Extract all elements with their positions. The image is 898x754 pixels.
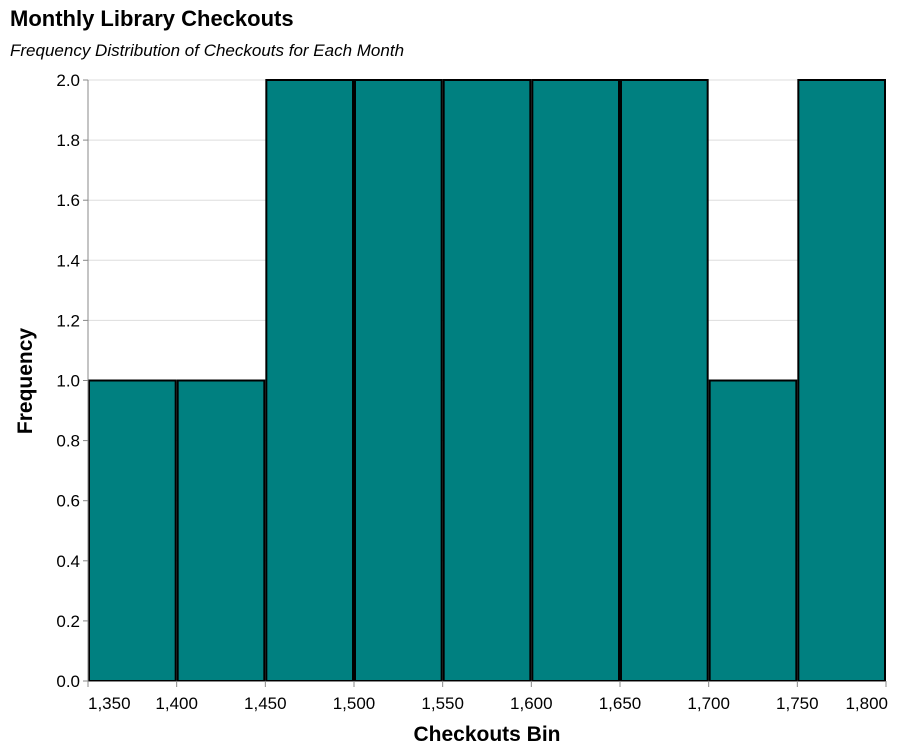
x-tick-label: 1,600: [510, 694, 553, 713]
x-tick-label: 1,800: [845, 694, 888, 713]
y-tick-label: 0.0: [56, 672, 80, 691]
y-tick-label: 0.6: [56, 492, 80, 511]
y-tick-label: 1.2: [56, 311, 80, 330]
chart-subtitle: Frequency Distribution of Checkouts for …: [10, 41, 405, 60]
x-tick-label: 1,400: [155, 694, 198, 713]
y-tick-label: 2.0: [56, 71, 80, 90]
y-tick-label: 0.4: [56, 552, 80, 571]
x-tick-label: 1,650: [599, 694, 642, 713]
y-tick-label: 0.8: [56, 432, 80, 451]
bars: [88, 79, 886, 682]
x-tick-label: 1,750: [776, 694, 819, 713]
x-tick-label: 1,500: [333, 694, 376, 713]
histogram-bar: [88, 379, 177, 682]
x-axis-title: Checkouts Bin: [413, 723, 560, 746]
histogram-bar: [442, 79, 532, 682]
histogram-bar: [176, 379, 266, 682]
histogram-bar: [620, 79, 709, 682]
histogram-bar: [797, 79, 886, 682]
y-axis-title: Frequency: [14, 328, 37, 435]
histogram-bar: [531, 79, 620, 682]
histogram-bar: [354, 79, 443, 682]
chart-title: Monthly Library Checkouts: [10, 6, 294, 31]
y-tick-label: 1.8: [56, 131, 80, 150]
histogram-bar: [265, 79, 355, 682]
y-tick-label: 0.2: [56, 612, 80, 631]
y-tick-label: 1.4: [56, 251, 80, 270]
x-tick-label: 1,550: [421, 694, 464, 713]
histogram-bar: [708, 379, 798, 682]
x-tick-label: 1,450: [244, 694, 287, 713]
y-tick-label: 1.6: [56, 191, 80, 210]
x-tick-label: 1,700: [687, 694, 730, 713]
y-tick-label: 1.0: [56, 372, 80, 391]
axes: 0.0 0.2 0.4 0.6 0.8 1.0 1.2 1.4 1.6 1.8 2.0 1,350 1,…: [56, 71, 888, 713]
x-tick-label: 1,350: [88, 694, 131, 713]
